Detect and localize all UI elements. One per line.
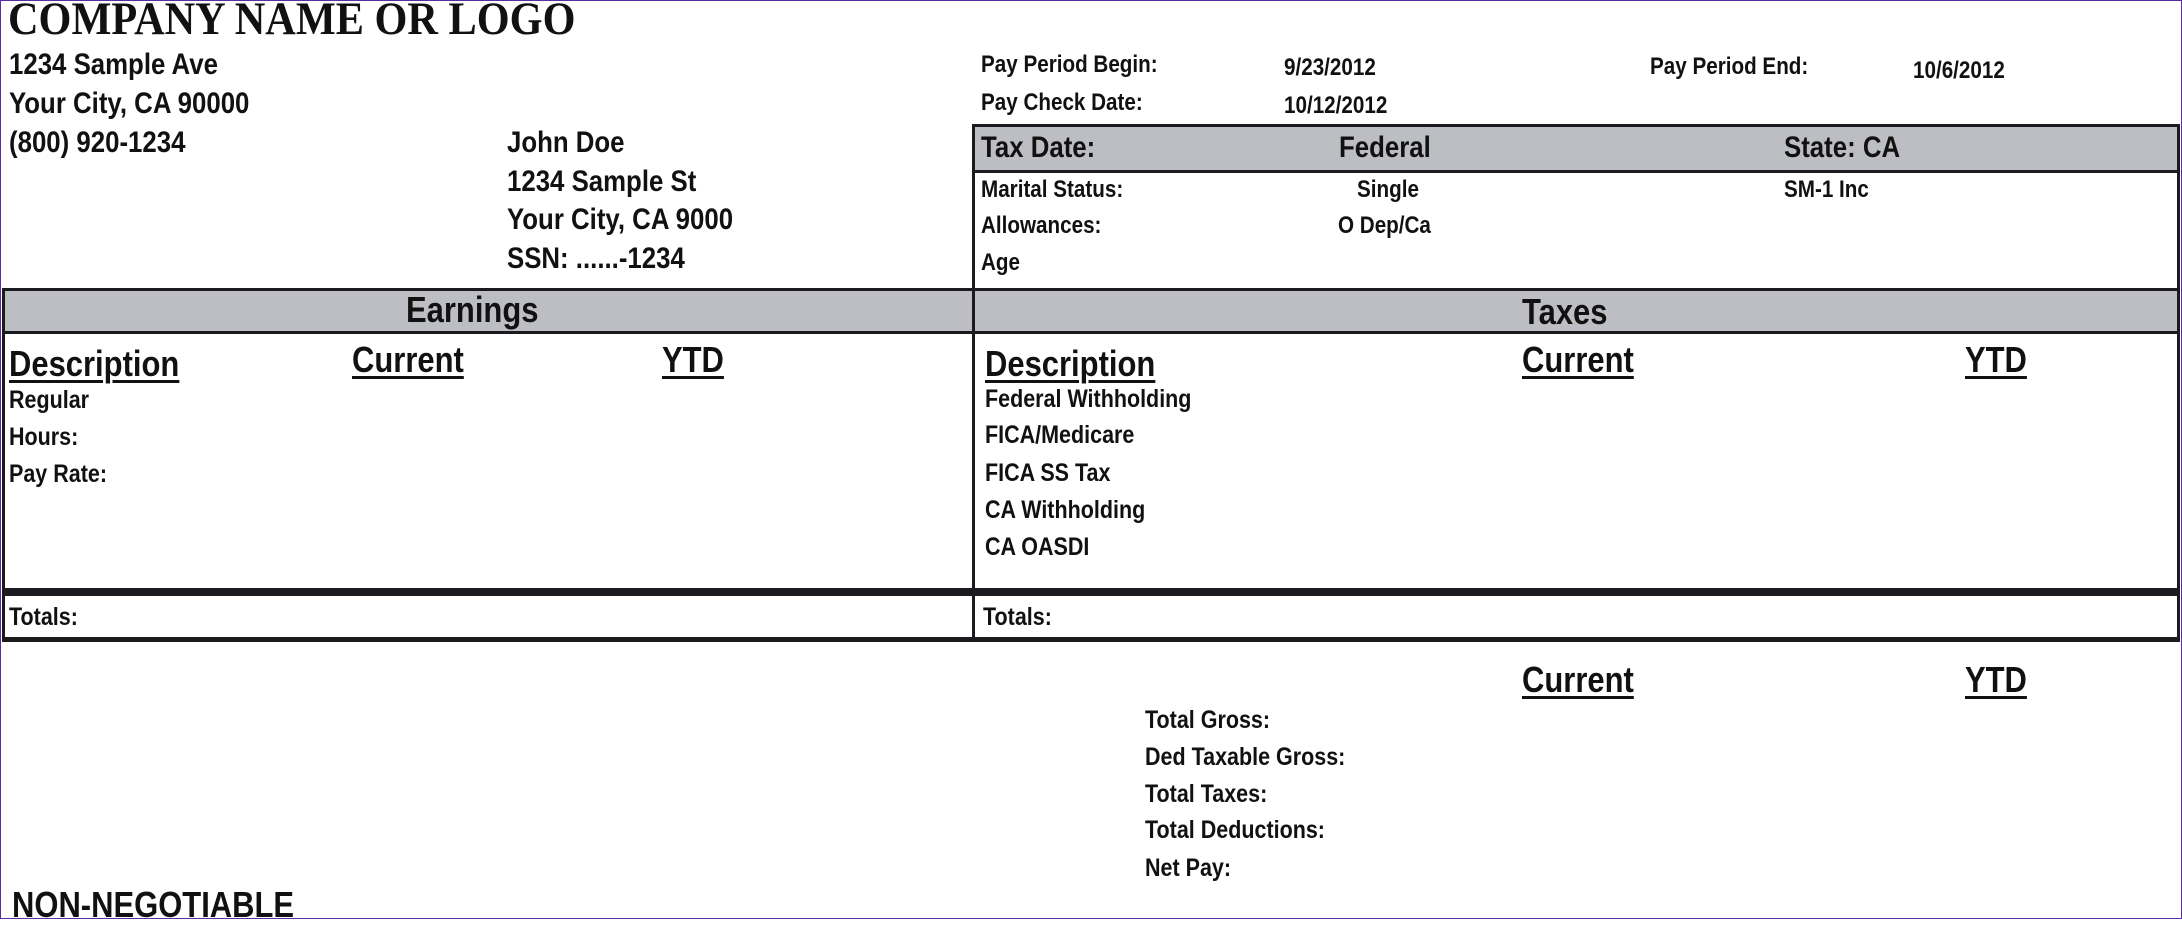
state-label: State: CA bbox=[1784, 131, 1901, 164]
earnings-row: Hours: bbox=[9, 423, 79, 451]
taxes-col-ytd: YTD bbox=[1965, 339, 2027, 380]
tax-date-label: Tax Date: bbox=[981, 131, 1096, 164]
pay-period-end-value: 10/6/2012 bbox=[1913, 57, 2005, 84]
taxes-col-description: Description bbox=[985, 343, 1156, 384]
marital-status-state: SM-1 Inc bbox=[1784, 176, 1869, 203]
earnings-col-ytd: YTD bbox=[662, 339, 724, 380]
allowances-label: Allowances: bbox=[981, 212, 1102, 239]
taxes-row: FICA SS Tax bbox=[985, 459, 1111, 487]
summary-col-current: Current bbox=[1522, 659, 1634, 700]
earnings-row: Regular bbox=[9, 386, 90, 414]
pay-period-begin-label: Pay Period Begin: bbox=[981, 51, 1158, 78]
pay-check-date-value: 10/12/2012 bbox=[1284, 92, 1388, 119]
age-label: Age bbox=[981, 249, 1020, 276]
tax-info-header bbox=[972, 124, 2180, 173]
taxes-row: FICA/Medicare bbox=[985, 421, 1135, 449]
marital-status-label: Marital Status: bbox=[981, 176, 1124, 203]
taxes-totals-label: Totals: bbox=[983, 603, 1052, 631]
tax-info-body bbox=[972, 170, 2180, 290]
company-phone: (800) 920-1234 bbox=[9, 126, 186, 159]
summary-col-ytd: YTD bbox=[1965, 659, 2027, 700]
allowances-federal: O Dep/Ca bbox=[1338, 212, 1431, 239]
taxes-title: Taxes bbox=[1522, 291, 1608, 332]
earnings-row: Pay Rate: bbox=[9, 460, 107, 488]
company-address-line1: 1234 Sample Ave bbox=[9, 48, 218, 81]
summary-row: Total Taxes: bbox=[1145, 780, 1268, 808]
column-divider bbox=[972, 288, 975, 640]
summary-row: Net Pay: bbox=[1145, 854, 1232, 882]
earnings-title: Earnings bbox=[406, 289, 539, 330]
pay-period-end-label: Pay Period End: bbox=[1650, 53, 1809, 80]
totals-divider bbox=[2, 588, 2180, 596]
federal-label: Federal bbox=[1339, 131, 1431, 164]
employee-address-line1: 1234 Sample St bbox=[507, 165, 697, 198]
pay-period-begin-value: 9/23/2012 bbox=[1284, 54, 1376, 81]
earnings-totals-label: Totals: bbox=[9, 603, 78, 631]
summary-row: Total Deductions: bbox=[1145, 816, 1325, 844]
pay-check-date-label: Pay Check Date: bbox=[981, 89, 1143, 116]
employee-ssn: SSN: ......-1234 bbox=[507, 242, 685, 275]
marital-status-federal: Single bbox=[1357, 176, 1419, 203]
taxes-col-current: Current bbox=[1522, 339, 1634, 380]
non-negotiable-label: NON-NEGOTIABLE bbox=[12, 884, 295, 925]
taxes-row: CA Withholding bbox=[985, 496, 1146, 524]
taxes-row: Federal Withholding bbox=[985, 385, 1192, 413]
earnings-col-description: Description bbox=[9, 343, 180, 384]
taxes-row: CA OASDI bbox=[985, 533, 1090, 561]
company-address-line2: Your City, CA 90000 bbox=[9, 87, 250, 120]
employee-name: John Doe bbox=[507, 126, 625, 159]
employee-address-line2: Your City, CA 9000 bbox=[507, 203, 734, 236]
earnings-col-current: Current bbox=[352, 339, 464, 380]
company-name: COMPANY NAME OR LOGO bbox=[8, 0, 576, 45]
earnings-taxes-table bbox=[2, 288, 2180, 642]
summary-row: Ded Taxable Gross: bbox=[1145, 743, 1346, 771]
section-header-bar bbox=[5, 291, 2177, 334]
summary-row: Total Gross: bbox=[1145, 706, 1271, 734]
